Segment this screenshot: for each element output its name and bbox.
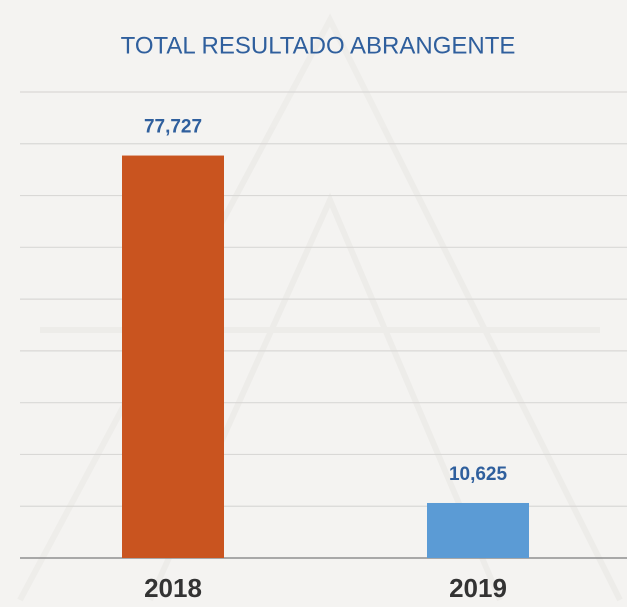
bar [427, 502, 529, 558]
value-label: 77,727 [144, 117, 202, 138]
value-label: 10,625 [449, 464, 508, 485]
x-tick-label: 2019 [449, 573, 507, 603]
x-tick-label: 2018 [144, 573, 202, 603]
chart-title: TOTAL RESULTADO ABRANGENTE [121, 32, 516, 59]
bar [122, 155, 224, 558]
